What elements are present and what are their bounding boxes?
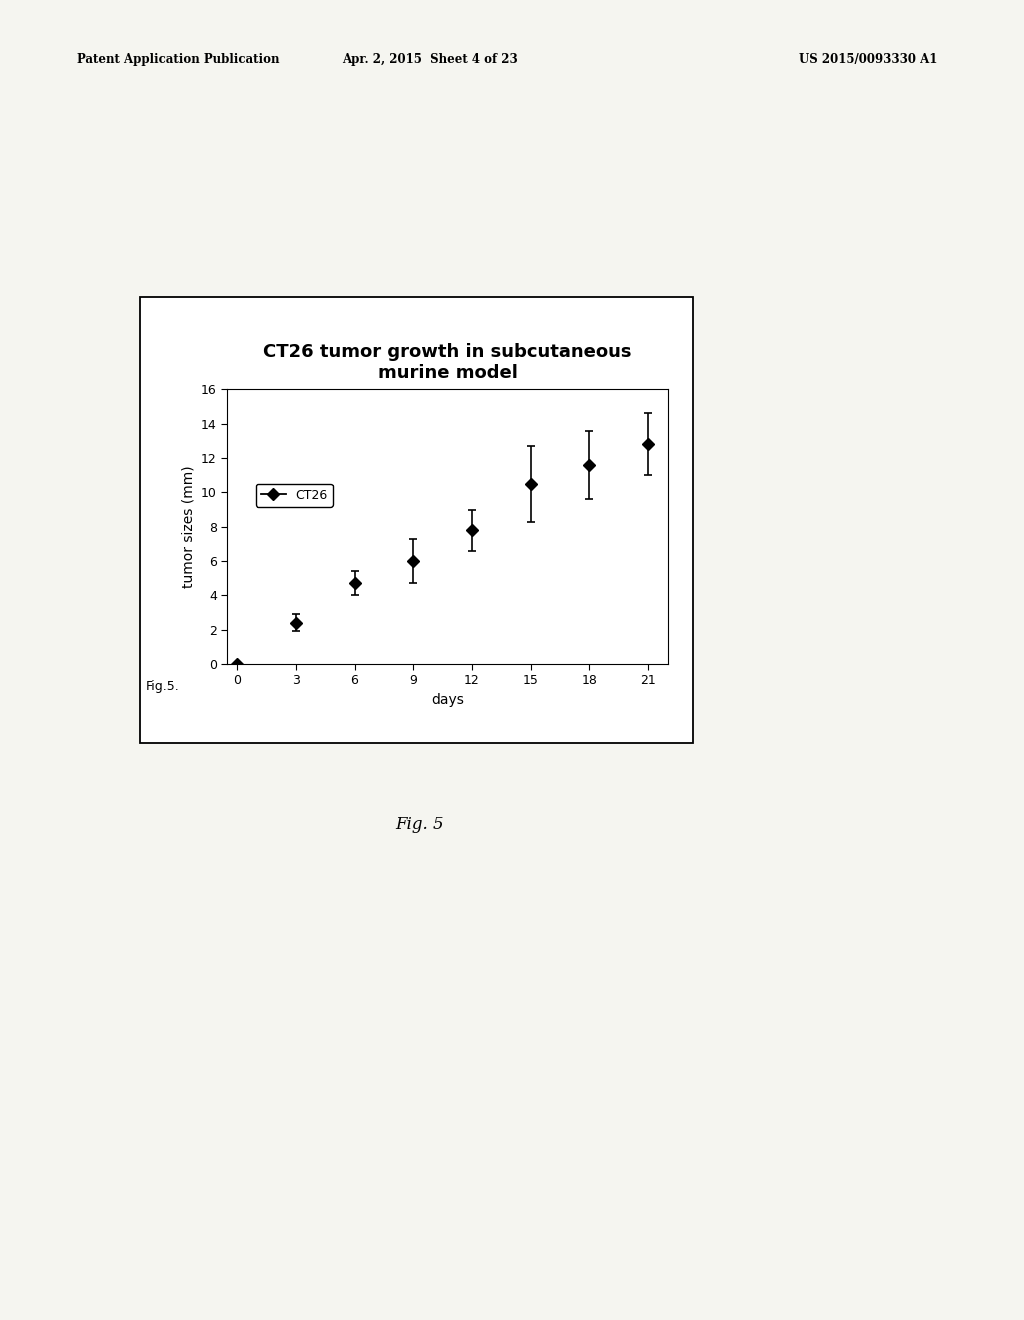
Text: Fig.5.: Fig.5.	[145, 680, 179, 693]
Text: Fig. 5: Fig. 5	[395, 816, 444, 833]
Y-axis label: tumor sizes (mm): tumor sizes (mm)	[181, 466, 196, 587]
Text: US 2015/0093330 A1: US 2015/0093330 A1	[799, 53, 937, 66]
Title: CT26 tumor growth in subcutaneous
murine model: CT26 tumor growth in subcutaneous murine…	[263, 343, 632, 383]
Legend: CT26: CT26	[256, 483, 333, 507]
X-axis label: days: days	[431, 693, 464, 708]
Text: Apr. 2, 2015  Sheet 4 of 23: Apr. 2, 2015 Sheet 4 of 23	[342, 53, 518, 66]
Text: Patent Application Publication: Patent Application Publication	[77, 53, 280, 66]
